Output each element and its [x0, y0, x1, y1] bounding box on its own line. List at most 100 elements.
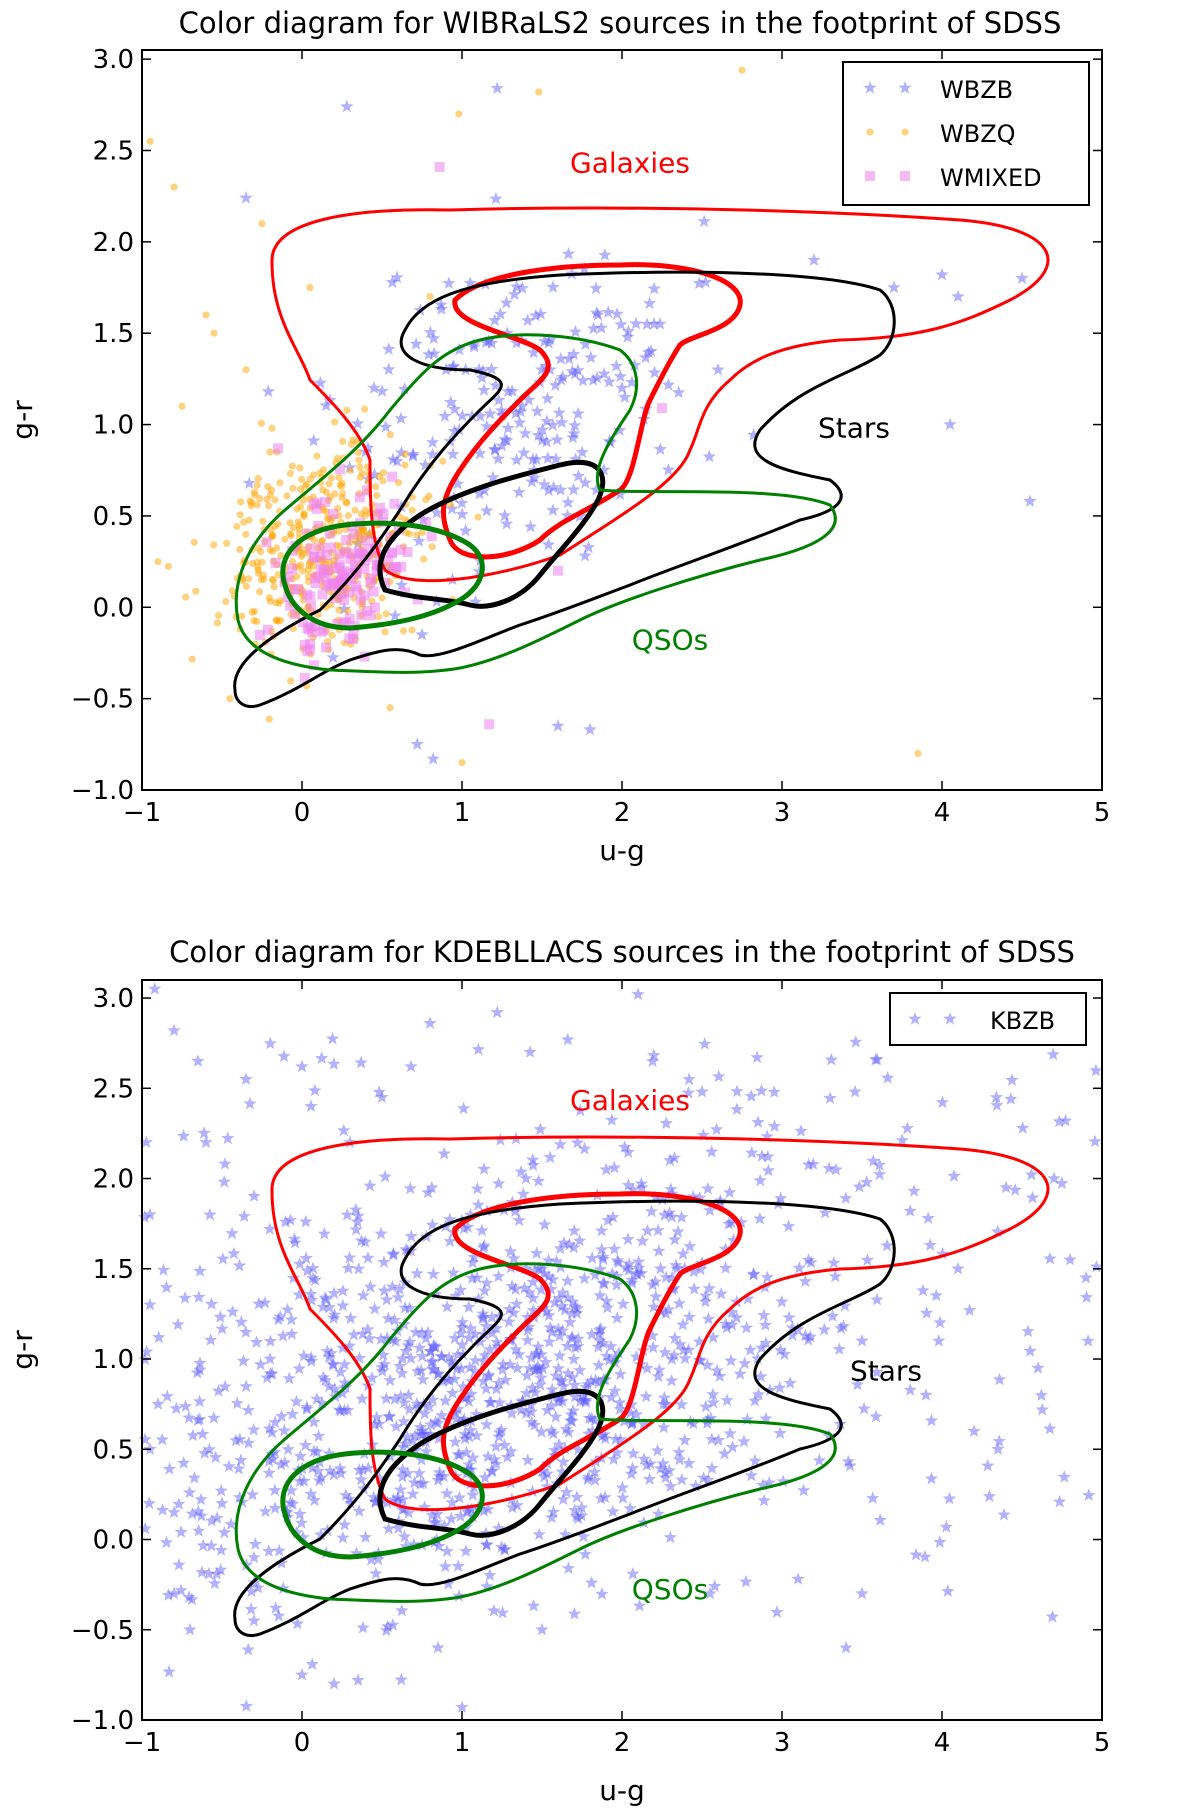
- wbzb-point: [434, 302, 448, 315]
- kbzb-point: [464, 1463, 478, 1476]
- kbzb-point: [155, 1503, 170, 1516]
- kbzb-point: [933, 1535, 947, 1548]
- kbzb-point: [461, 1462, 475, 1476]
- wmixed-point: [324, 581, 335, 592]
- wbzb-point: [554, 351, 568, 365]
- kbzb-point: [693, 1262, 708, 1276]
- wbzb-point: [578, 337, 593, 350]
- wbzb-point: [621, 330, 635, 343]
- wmixed-point: [270, 557, 281, 568]
- kbzb-point: [621, 1232, 635, 1246]
- kbzb-point: [477, 1238, 491, 1252]
- wbzq-point: [322, 508, 330, 516]
- wbzb-point: [390, 454, 404, 467]
- kbzb-point: [443, 1234, 457, 1248]
- kbzb-point: [407, 1537, 421, 1551]
- wmixed-point: [337, 570, 348, 581]
- kbzb-point: [459, 1445, 474, 1459]
- kbzb-point: [677, 1343, 691, 1356]
- chart-title: Color diagram for KDEBLLACS sources in t…: [169, 935, 1075, 969]
- kbzb-point: [682, 1456, 696, 1470]
- kbzb-point: [1043, 1421, 1057, 1435]
- kbzb-point: [327, 1676, 341, 1690]
- kbzb-point: [528, 1363, 542, 1377]
- wmixed-point: [324, 528, 335, 539]
- kbzb-point: [324, 1346, 338, 1360]
- kbzb-point: [293, 1474, 307, 1488]
- kbzb-point: [241, 1403, 255, 1416]
- wbzb-point: [459, 523, 473, 537]
- kbzb-point: [1088, 1134, 1102, 1148]
- kbzb-point: [431, 1367, 445, 1380]
- kbzb-point: [1057, 1470, 1071, 1483]
- legend-marker-wbzb: [863, 81, 877, 94]
- kbzb-point: [549, 1254, 564, 1268]
- kbzb-point: [354, 1472, 368, 1486]
- kbzb-point: [1043, 1251, 1057, 1265]
- kbzb-point: [375, 1364, 389, 1377]
- region-label-galaxies: Galaxies: [570, 146, 690, 179]
- kbzb-point: [272, 1609, 286, 1622]
- kbzb-point: [672, 1445, 686, 1459]
- kbzb-point: [613, 1395, 627, 1409]
- kbzb-point: [656, 1456, 670, 1470]
- wbzb-point: [498, 508, 512, 522]
- wbzq-point: [258, 219, 266, 228]
- kbzb-point: [598, 1431, 612, 1445]
- kbzb-point: [748, 1394, 762, 1407]
- kbzb-point: [385, 1280, 400, 1293]
- kbzb-point: [423, 1344, 438, 1358]
- kbzb-point: [531, 1359, 545, 1373]
- kbzb-point: [205, 1513, 219, 1527]
- kbzb-point: [441, 1577, 455, 1590]
- wbzq-point: [374, 612, 383, 621]
- kbzb-point: [421, 1325, 435, 1339]
- kbzb-point: [416, 1372, 430, 1386]
- kbzb-point: [872, 1158, 887, 1171]
- kbzb-point: [293, 1449, 307, 1462]
- wmixed-point: [412, 594, 423, 605]
- wbzb-point: [546, 280, 560, 293]
- wbzb-point: [455, 496, 469, 509]
- kbzb-point: [419, 1427, 433, 1440]
- wmixed-point: [261, 537, 272, 548]
- kbzb-point: [447, 1372, 462, 1385]
- kbzb-point: [356, 1288, 370, 1302]
- wmixed-point: [298, 617, 309, 628]
- y-tick-label: 1.0: [93, 411, 134, 441]
- wbzb-point: [642, 345, 656, 359]
- kbzb-point: [269, 1601, 283, 1614]
- kbzb-point: [564, 1407, 578, 1421]
- wbzb-point: [647, 365, 662, 379]
- wmixed-point: [396, 561, 407, 572]
- kbzb-point: [375, 1360, 389, 1373]
- kbzb-point: [1059, 1113, 1073, 1127]
- kbzb-point: [241, 1642, 255, 1656]
- wbzq-point: [273, 544, 281, 552]
- kbzb-point: [397, 1529, 412, 1543]
- y-tick-label: 0.5: [93, 502, 134, 532]
- kbzb-point: [553, 1373, 568, 1386]
- kbzb-point: [625, 1273, 639, 1286]
- kbzb-point: [451, 1447, 465, 1461]
- kbzb-point: [653, 1461, 668, 1475]
- wmixed-point: [657, 403, 667, 414]
- kbzb-point: [337, 1403, 352, 1417]
- kbzb-point: [1063, 1252, 1077, 1266]
- kbzb-point: [596, 1336, 610, 1349]
- kbzb-point: [282, 1371, 296, 1385]
- wbzb-point: [410, 737, 424, 750]
- kbzb-point: [191, 1054, 205, 1067]
- kbzb-point: [650, 1443, 665, 1457]
- wbzq-point: [428, 543, 436, 551]
- kbzb-point: [605, 1113, 619, 1126]
- kbzb-point: [773, 1426, 787, 1439]
- kbzb-point: [217, 1525, 232, 1539]
- kbzb-point: [725, 1318, 739, 1331]
- kbzb-point: [218, 1157, 232, 1170]
- kbzb-point: [683, 1239, 697, 1253]
- kbzb-point: [991, 1224, 1005, 1238]
- kbzb-point: [304, 1354, 318, 1367]
- kbzb-point: [760, 1270, 774, 1284]
- kbzb-point: [247, 1422, 261, 1436]
